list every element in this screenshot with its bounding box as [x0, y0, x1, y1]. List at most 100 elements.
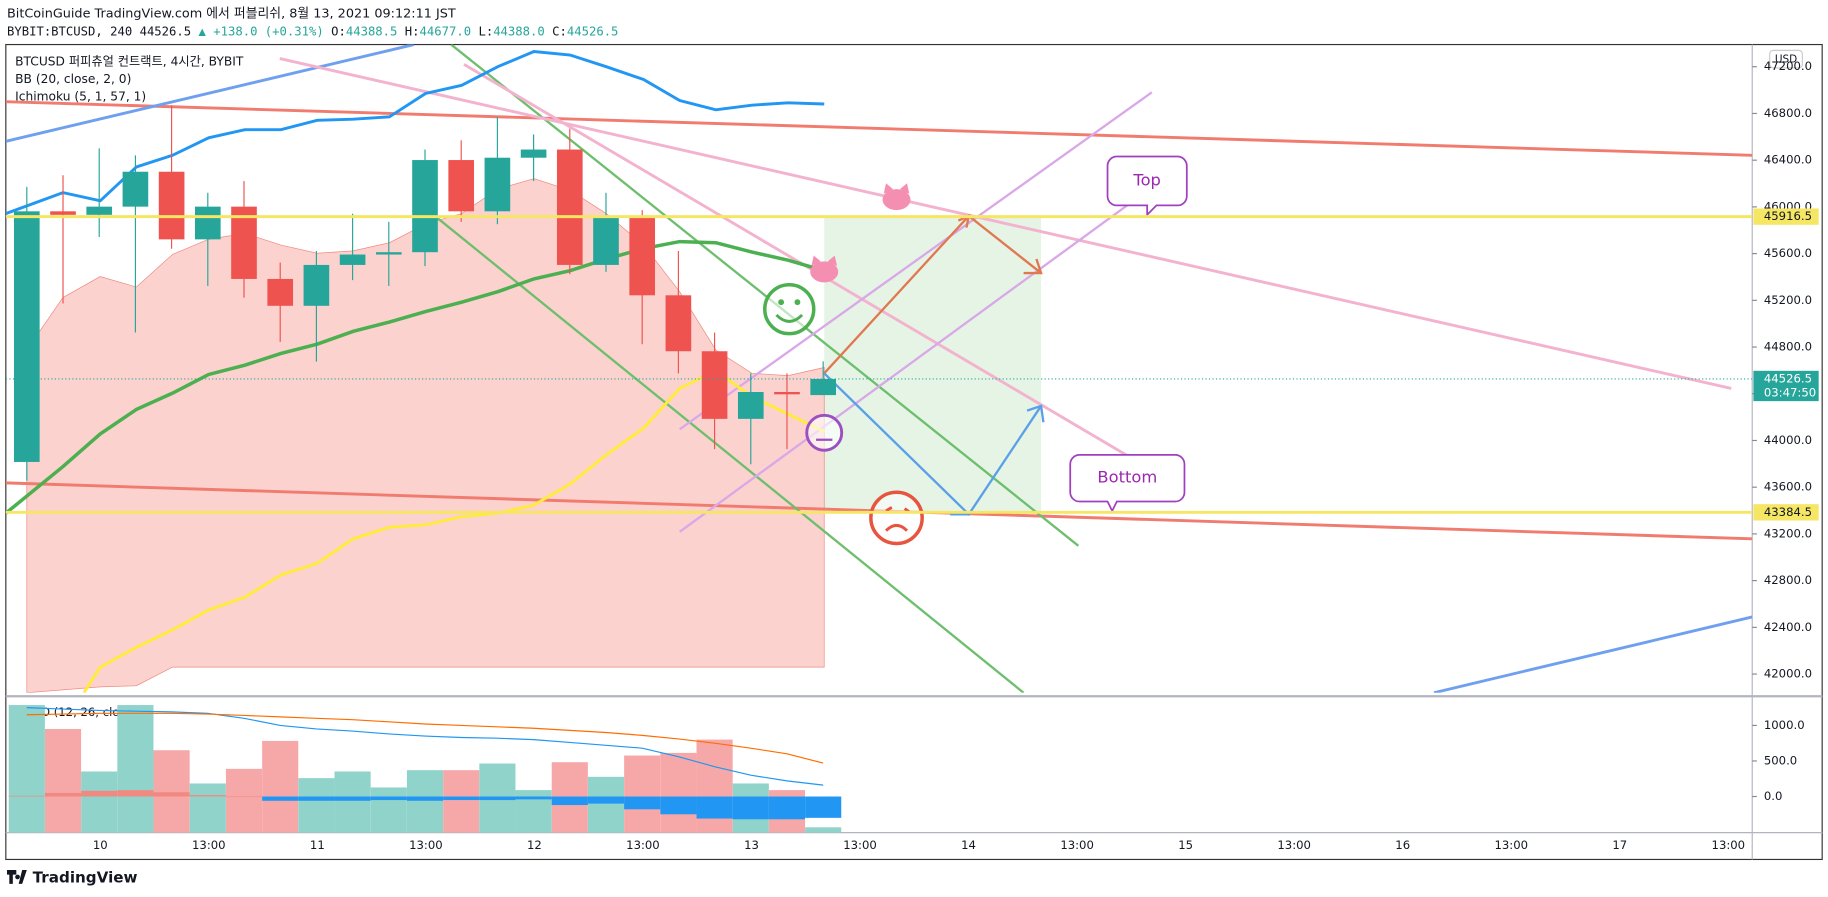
signal_line	[26, 712, 824, 764]
volume-bar	[81, 771, 118, 833]
volume-bar	[660, 752, 697, 833]
level-label: 45916.5	[1764, 209, 1812, 223]
candle-body	[737, 391, 764, 419]
candle-body	[303, 264, 330, 306]
volume-bar	[696, 739, 733, 833]
h-label: H:	[405, 24, 420, 38]
macd-histogram	[732, 796, 769, 820]
arrow-head	[1023, 258, 1043, 275]
trendline	[678, 197, 1138, 533]
candle-body	[774, 391, 800, 395]
y-tick-label: 46800.0	[1764, 106, 1812, 120]
o-label: O:	[331, 24, 346, 38]
c: 44526.5	[567, 24, 619, 38]
l-label: L:	[478, 24, 493, 38]
macd-histogram	[805, 796, 842, 818]
c-label: C:	[552, 24, 567, 38]
candle-body	[556, 149, 583, 265]
price: 44526.5	[140, 24, 192, 38]
volume-bar	[117, 705, 154, 833]
candle-body	[13, 211, 40, 462]
candle-body	[375, 252, 402, 255]
x-tick-label: 13:00	[1712, 838, 1746, 852]
volume-bar	[189, 783, 226, 833]
macd-histogram	[370, 796, 407, 801]
y-tick-label: 46400.0	[1764, 153, 1812, 167]
x-tick-label: 13:00	[843, 838, 877, 852]
sad-face	[869, 490, 924, 546]
candle-body	[810, 378, 837, 396]
y-tick-label: 45600.0	[1764, 246, 1812, 260]
symbol: BYBIT:BTCUSD, 240	[7, 24, 132, 38]
y-tick-label: 42800.0	[1764, 573, 1812, 587]
trendline	[5, 100, 1753, 157]
candle-body	[231, 206, 257, 279]
macd-histogram	[443, 796, 480, 801]
x-tick-label: 13:00	[1494, 838, 1528, 852]
candle-body	[701, 351, 728, 419]
candle-body	[267, 278, 294, 306]
candle-body	[50, 211, 76, 215]
macd-histogram	[551, 796, 588, 806]
trendline	[5, 44, 415, 143]
trendline	[434, 215, 1025, 693]
volume-bar	[8, 705, 45, 833]
macd-histogram	[587, 796, 625, 804]
macd-histogram	[624, 796, 661, 810]
macd-histogram	[696, 796, 733, 819]
currency: USD	[1775, 54, 1797, 66]
volume-bar	[44, 728, 82, 833]
volume-bar	[406, 770, 444, 833]
currency-box	[1769, 49, 1803, 69]
macd-histogram	[8, 795, 45, 797]
volume-bar	[587, 776, 625, 833]
volume-bar	[153, 750, 190, 833]
level-label: 43384.5	[1764, 505, 1812, 519]
neutral-face	[805, 413, 844, 452]
brand: TradingView	[6, 869, 138, 887]
smiley	[763, 282, 816, 336]
x-tick-label: 14	[961, 838, 976, 852]
x-tick-label: 13:00	[192, 838, 226, 852]
x-tick-label: 11	[310, 838, 325, 852]
macd-histogram	[515, 796, 552, 800]
published-line: BitCoinGuide TradingView.com 에서 퍼블리쉬, 8월…	[7, 7, 456, 22]
macd-histogram	[225, 796, 263, 798]
macd-histogram	[768, 796, 806, 820]
bb-basis	[5, 239, 825, 515]
cat-icon	[810, 255, 839, 283]
countdown: 03:47:50	[1764, 385, 1816, 399]
brand-text: TradingView	[33, 869, 138, 887]
macd-histogram	[479, 796, 516, 801]
volume-bar	[334, 771, 371, 833]
ohlc-line: BYBIT:BTCUSD, 240 44526.5 ▲ +138.0 (+0.3…	[7, 24, 618, 38]
y-tick-label: 43600.0	[1764, 480, 1812, 494]
macd-histogram	[81, 790, 118, 797]
mouth	[775, 313, 804, 323]
candle-body	[158, 171, 185, 240]
l: 44388.0	[493, 24, 545, 38]
macd-histogram	[153, 792, 190, 797]
level-label-box	[1753, 504, 1819, 521]
ichimoku-line	[82, 369, 825, 693]
x-tick-label: 17	[1612, 838, 1627, 852]
price-pane	[5, 105, 1753, 514]
macd-histogram	[298, 796, 335, 801]
drawings	[5, 44, 1753, 693]
annotation: Bottom	[1097, 468, 1157, 487]
candle-body	[484, 157, 511, 212]
zone-box	[824, 215, 1042, 514]
macd-histogram	[406, 796, 444, 801]
cat-icon	[882, 183, 911, 211]
x-tick-label: 10	[93, 838, 108, 852]
callout	[1106, 155, 1188, 217]
trendline	[450, 44, 1080, 547]
frame	[5, 43, 1823, 861]
eye	[778, 299, 785, 306]
volume-bar	[443, 770, 480, 833]
y-tick-label: 44000.0	[1764, 433, 1812, 447]
y-tick-label: 45200.0	[1764, 293, 1812, 307]
x-tick-label: 13:00	[1060, 838, 1094, 852]
